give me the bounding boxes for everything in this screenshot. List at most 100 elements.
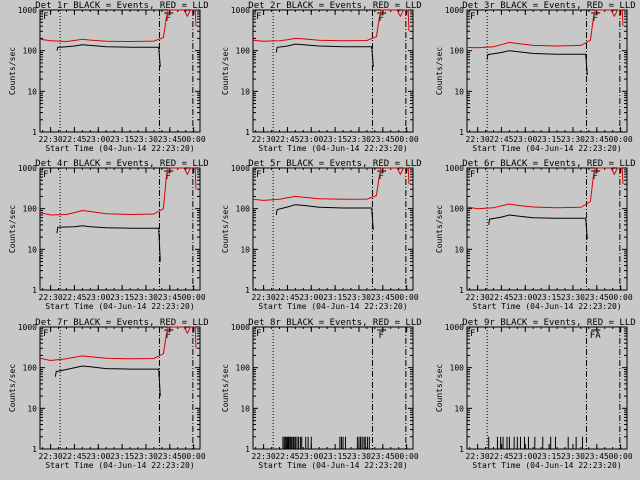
y-tick-label: 1000 bbox=[445, 323, 464, 332]
flag-marker: F bbox=[379, 14, 384, 24]
lld-series-line bbox=[466, 167, 624, 210]
panel-title: Det 7r BLACK = Events, RED = LLD bbox=[35, 318, 208, 328]
x-tick-label: 23:45 bbox=[158, 452, 182, 461]
plot-frame bbox=[252, 9, 414, 133]
plot-frame bbox=[252, 167, 414, 291]
x-tick-label: 23:45 bbox=[158, 135, 182, 144]
detector-panel: Det 2r BLACK = Events, RED = LLD 1 10 100 10… bbox=[221, 1, 422, 153]
x-tick-label: 23:00 bbox=[86, 293, 110, 302]
panel-title: Det 6r BLACK = Events, RED = LLD bbox=[462, 159, 635, 169]
x-tick-label: 23:15 bbox=[323, 135, 347, 144]
y-tick-label: 1000 bbox=[18, 6, 37, 15]
x-tick-label: 22:30 bbox=[252, 135, 276, 144]
x-tick-label: 22:30 bbox=[39, 452, 63, 461]
x-tick-label: 22:45 bbox=[62, 135, 86, 144]
x-axis-label: Start Time (04-Jun-14 22:23:20) bbox=[45, 461, 194, 470]
x-tick-label: 23:15 bbox=[110, 452, 134, 461]
detector-panel: Det 6r BLACK = Events, RED = LLD 1 10 100 10… bbox=[435, 159, 636, 311]
x-tick-label: 23:00 bbox=[513, 135, 537, 144]
detector-panel: Det 9r BLACK = Events, RED = LLD 1 10 100 10… bbox=[435, 318, 636, 470]
y-tick-label: 1 bbox=[245, 128, 250, 137]
events-series-line bbox=[486, 50, 588, 76]
x-tick-label: 23:15 bbox=[537, 452, 561, 461]
lld-series-line bbox=[39, 167, 197, 216]
y-tick-label: 1000 bbox=[231, 323, 250, 332]
plot-frame bbox=[39, 9, 201, 133]
y-tick-label: 100 bbox=[23, 47, 38, 56]
events-series-line bbox=[488, 214, 588, 240]
x-tick-label: 22:45 bbox=[489, 452, 513, 461]
detector-panel: Det 7r BLACK = Events, RED = LLD 1 10 100 10… bbox=[8, 318, 209, 470]
x-tick-label: 22:45 bbox=[489, 135, 513, 144]
flag-marker: F bbox=[166, 14, 171, 24]
x-tick-label: 23:45 bbox=[371, 293, 395, 302]
x-tick-label: 23:00 bbox=[86, 452, 110, 461]
x-tick-label: 00:00 bbox=[395, 293, 419, 302]
flag-marker: F bbox=[43, 12, 48, 22]
plot-frame bbox=[39, 326, 201, 450]
x-tick-label: 00:00 bbox=[609, 135, 633, 144]
flag-marker: F bbox=[470, 12, 475, 22]
x-axis-label: Start Time (04-Jun-14 22:23:20) bbox=[472, 302, 621, 311]
panel-title: Det 2r BLACK = Events, RED = LLD bbox=[248, 1, 421, 11]
y-tick-label: 10 bbox=[27, 245, 37, 254]
lld-series-line bbox=[39, 9, 197, 43]
y-axis-label: Counts/sec bbox=[8, 364, 17, 412]
x-tick-label: 00:00 bbox=[182, 293, 206, 302]
y-axis-label: Counts/sec bbox=[8, 47, 17, 95]
flag-marker: F bbox=[379, 331, 384, 341]
x-tick-label: 23:00 bbox=[299, 135, 323, 144]
panel-title: Det 4r BLACK = Events, RED = LLD bbox=[35, 159, 208, 169]
flag-marker: F bbox=[256, 170, 261, 180]
y-tick-label: 1 bbox=[245, 445, 250, 454]
x-tick-label: 23:00 bbox=[86, 135, 110, 144]
x-tick-label: 23:15 bbox=[323, 452, 347, 461]
x-tick-label: 23:30 bbox=[134, 452, 158, 461]
plot-frame bbox=[466, 167, 628, 291]
y-axis-label: Counts/sec bbox=[221, 364, 230, 412]
x-axis-label: Start Time (04-Jun-14 22:23:20) bbox=[258, 302, 407, 311]
x-tick-label: 23:30 bbox=[561, 135, 585, 144]
y-tick-label: 10 bbox=[454, 87, 464, 96]
x-tick-label: 00:00 bbox=[395, 135, 419, 144]
detector-panel: Det 4r BLACK = Events, RED = LLD 1 10 100 10… bbox=[8, 159, 209, 311]
panel-title: Det 9r BLACK = Events, RED = LLD bbox=[462, 318, 635, 328]
y-tick-label: 1000 bbox=[18, 323, 37, 332]
x-axis-label: Start Time (04-Jun-14 22:23:20) bbox=[472, 461, 621, 470]
lld-series-line bbox=[466, 9, 624, 49]
panel-title: Det 3r BLACK = Events, RED = LLD bbox=[462, 1, 635, 11]
x-tick-label: 22:30 bbox=[466, 135, 490, 144]
y-tick-label: 100 bbox=[450, 47, 465, 56]
x-tick-label: 23:30 bbox=[347, 293, 371, 302]
flag-marker: F bbox=[470, 329, 475, 339]
events-series-line bbox=[275, 43, 374, 67]
y-tick-label: 1 bbox=[32, 128, 37, 137]
x-tick-label: 23:30 bbox=[134, 293, 158, 302]
x-tick-label: 00:00 bbox=[609, 452, 633, 461]
y-tick-label: 100 bbox=[236, 47, 251, 56]
x-tick-label: 22:30 bbox=[39, 135, 63, 144]
y-tick-label: 1 bbox=[459, 445, 464, 454]
x-tick-label: 22:45 bbox=[62, 452, 86, 461]
x-tick-label: 23:15 bbox=[110, 293, 134, 302]
y-tick-label: 1 bbox=[32, 445, 37, 454]
detector-panel: Det 5r BLACK = Events, RED = LLD 1 10 100 10… bbox=[221, 159, 422, 311]
detector-panel: Det 3r BLACK = Events, RED = LLD 1 10 100 10… bbox=[435, 1, 636, 153]
x-tick-label: 22:30 bbox=[39, 293, 63, 302]
y-tick-label: 10 bbox=[27, 404, 37, 413]
x-tick-label: 23:45 bbox=[585, 452, 609, 461]
x-tick-label: 00:00 bbox=[182, 135, 206, 144]
x-tick-label: 00:00 bbox=[395, 452, 419, 461]
x-tick-label: 23:15 bbox=[110, 135, 134, 144]
y-tick-label: 1 bbox=[245, 286, 250, 295]
x-tick-label: 23:30 bbox=[347, 452, 371, 461]
x-tick-label: 23:15 bbox=[323, 293, 347, 302]
plot-frame bbox=[252, 326, 414, 450]
x-tick-label: 23:30 bbox=[561, 452, 585, 461]
events-series-line bbox=[275, 204, 374, 230]
x-tick-label: 23:45 bbox=[585, 293, 609, 302]
x-tick-label: 23:45 bbox=[585, 135, 609, 144]
y-axis-label: Counts/sec bbox=[221, 47, 230, 95]
y-tick-label: 1000 bbox=[445, 6, 464, 15]
